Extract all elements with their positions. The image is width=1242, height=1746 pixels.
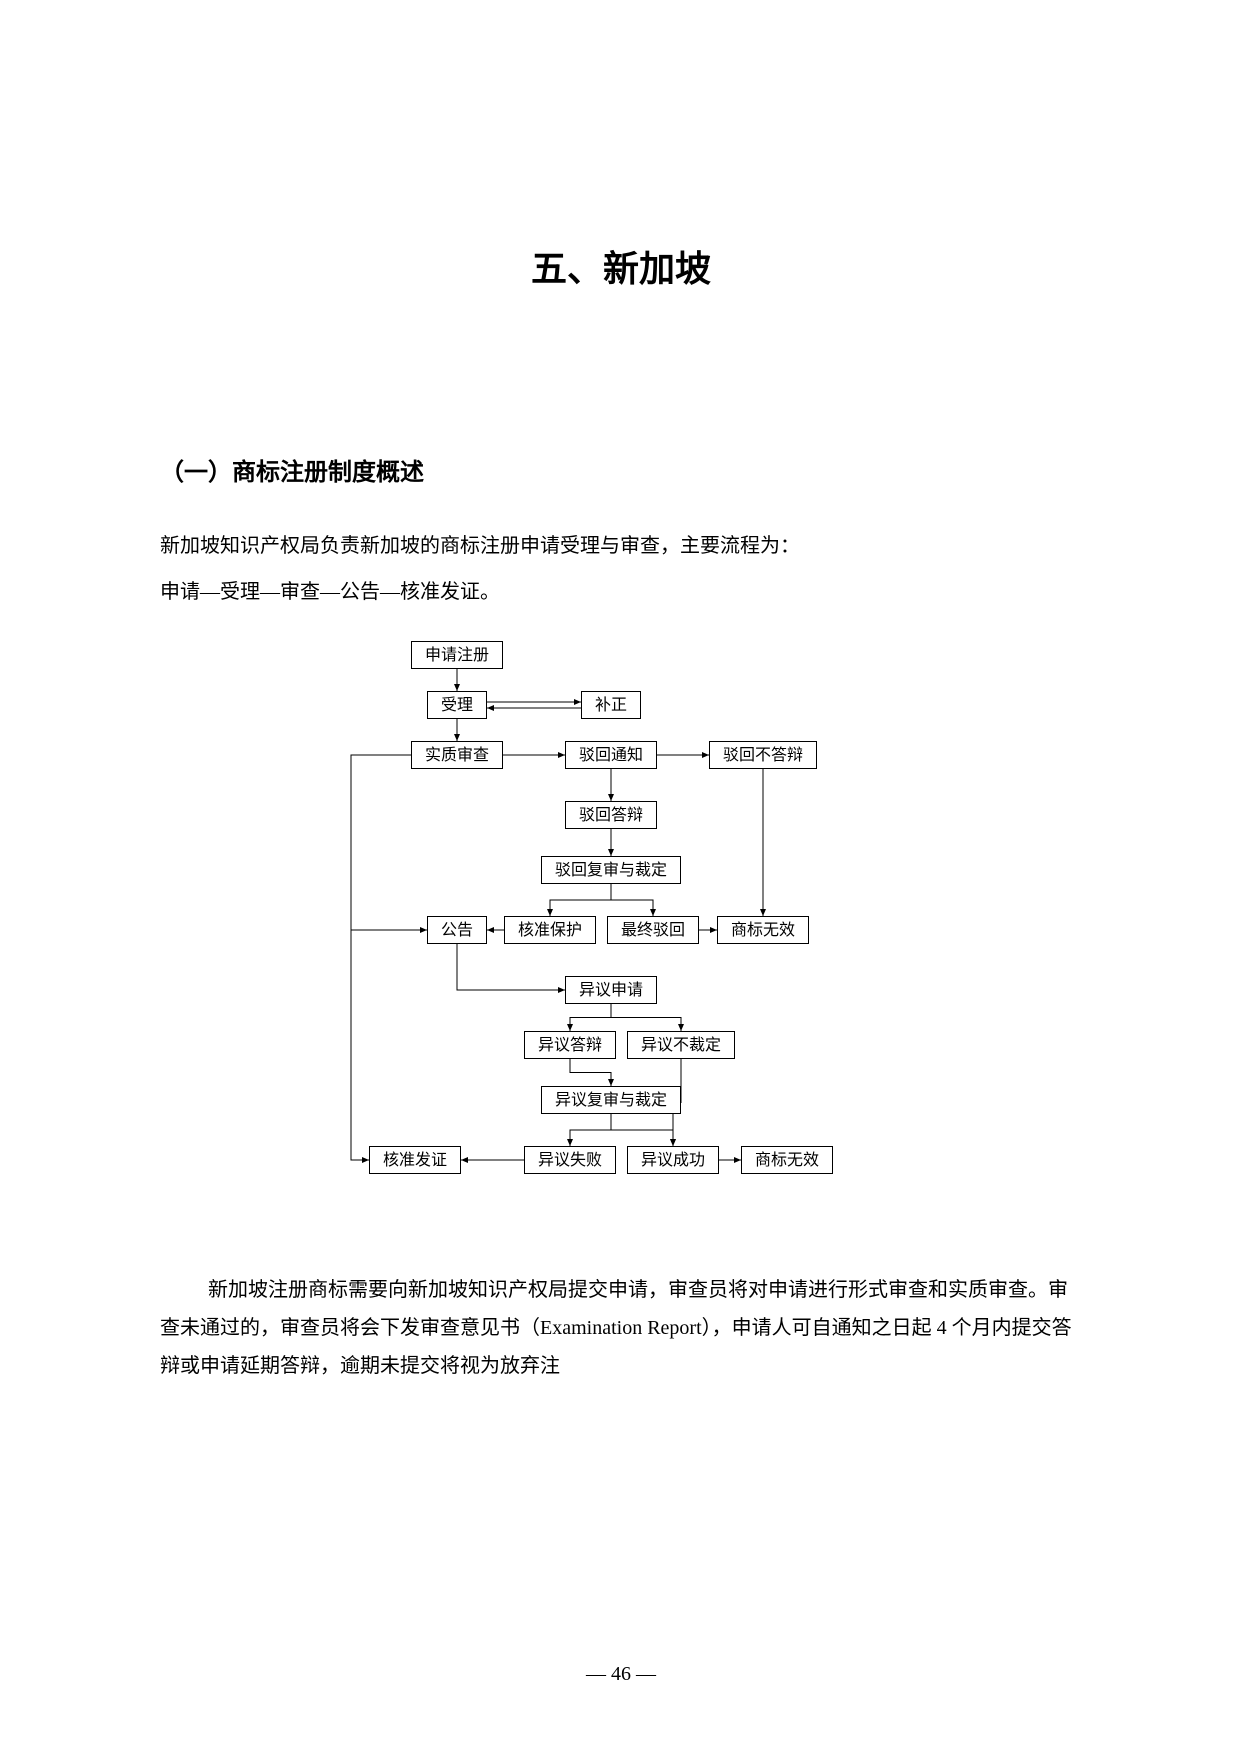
flow-node-reject_review: 驳回复审与裁定 [541, 856, 681, 884]
flow-node-opp_fail: 异议失败 [524, 1146, 616, 1174]
document-page: 五、新加坡 （一）商标注册制度概述 新加坡知识产权局负责新加坡的商标注册申请受理… [0, 0, 1242, 1453]
flow-node-announce: 公告 [427, 916, 487, 944]
paragraph-3: 新加坡注册商标需要向新加坡知识产权局提交申请，审查员将对申请进行形式审查和实质审… [160, 1271, 1082, 1385]
flow-node-no_defense: 驳回不答辩 [709, 741, 817, 769]
flow-node-substantive: 实质审查 [411, 741, 503, 769]
flow-node-opp_no_rule: 异议不裁定 [627, 1031, 735, 1059]
flow-node-tm_invalid2: 商标无效 [741, 1146, 833, 1174]
flow-node-final_reject: 最终驳回 [607, 916, 699, 944]
chapter-title: 五、新加坡 [160, 240, 1082, 292]
flow-node-reject_def: 驳回答辩 [565, 801, 657, 829]
flow-node-approve_cert: 核准发证 [369, 1146, 461, 1174]
flow-node-approve_prot: 核准保护 [504, 916, 596, 944]
flow-node-tm_invalid1: 商标无效 [717, 916, 809, 944]
section-subtitle: （一）商标注册制度概述 [160, 452, 1082, 487]
paragraph-2: 申请—受理—审查—公告—核准发证。 [160, 573, 1082, 611]
flow-node-correct: 补正 [581, 691, 641, 719]
paragraph-1: 新加坡知识产权局负责新加坡的商标注册申请受理与审查，主要流程为： [160, 527, 1082, 565]
flow-node-opp_success: 异议成功 [627, 1146, 719, 1174]
flow-node-accept: 受理 [427, 691, 487, 719]
flow-node-apply: 申请注册 [411, 641, 503, 669]
page-number: — 46 — [0, 1663, 1242, 1686]
flow-node-reject_notice: 驳回通知 [565, 741, 657, 769]
flow-node-opp_apply: 异议申请 [565, 976, 657, 1004]
flow-node-opp_defense: 异议答辩 [524, 1031, 616, 1059]
flow-node-opp_review: 异议复审与裁定 [541, 1086, 681, 1114]
trademark-flowchart: 申请注册受理 补正实质审查 驳回通知 驳回不答辩驳回答辩驳回复审与裁定公告核准保护最终… [311, 641, 931, 1231]
